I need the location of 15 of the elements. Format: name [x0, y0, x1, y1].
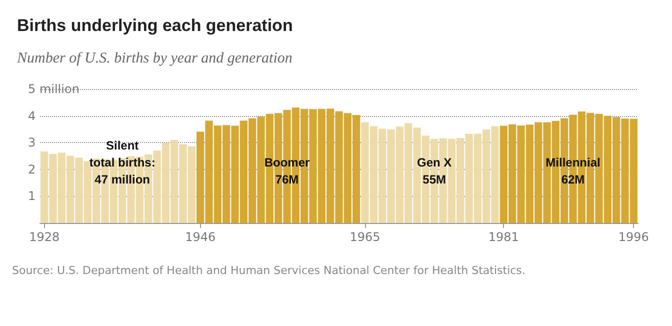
y-tick-label: 5 million — [28, 82, 80, 96]
chart-subtitle: Number of U.S. births by year and generation — [16, 50, 292, 66]
x-tick-label: 1981 — [488, 230, 519, 244]
y-tick-label: 4 — [28, 108, 36, 123]
x-tick-label: 1996 — [618, 230, 649, 244]
y-tick-label: 2 — [28, 162, 36, 176]
source-note: Source: U.S. Department of Health and Human Services National Center for Health Statistics. — [12, 264, 526, 277]
y-tick-label: 1 — [28, 189, 36, 204]
annotation: Silent total births: 47 million — [89, 138, 156, 187]
x-tick-label: 1965 — [350, 230, 380, 244]
y-tick-label: 3 — [28, 136, 36, 150]
chart-title: Births underlying each generation — [17, 16, 293, 35]
annotation: Gen X 55M — [416, 156, 452, 187]
x-tick-label: 1928 — [29, 230, 60, 244]
x-tick-label: 1946 — [185, 230, 216, 244]
